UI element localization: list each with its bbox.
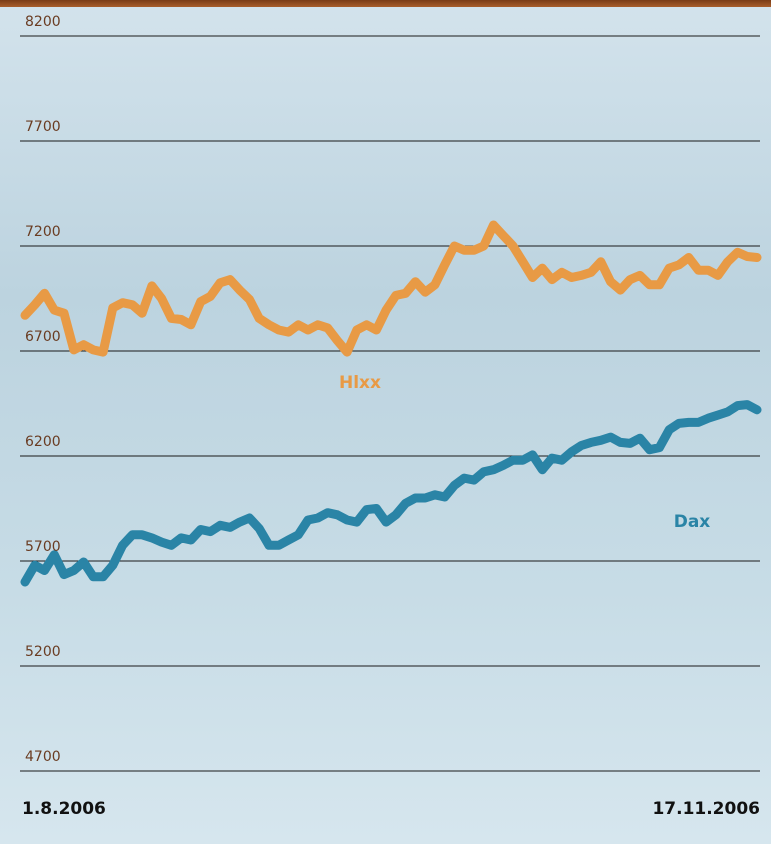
x-tick-label: 1.8.2006 <box>22 799 106 819</box>
series-label: Hlxx <box>339 373 381 393</box>
top-bar <box>0 0 771 7</box>
y-tick-label: 6700 <box>25 329 61 345</box>
y-tick-label: 7200 <box>25 224 61 240</box>
background <box>0 0 771 844</box>
y-tick-label: 5200 <box>25 644 61 660</box>
y-tick-label: 5700 <box>25 539 61 555</box>
y-tick-label: 6200 <box>25 434 61 450</box>
y-tick-label: 7700 <box>25 119 61 135</box>
y-tick-label: 4700 <box>25 749 61 765</box>
x-tick-label: 17.11.2006 <box>652 799 760 819</box>
chart: 4700 5200 5700 6200 6700 7200 7700 8200 1.8.2006… <box>0 0 771 844</box>
series-label: Dax <box>674 512 711 532</box>
y-tick-label: 8200 <box>25 14 61 30</box>
